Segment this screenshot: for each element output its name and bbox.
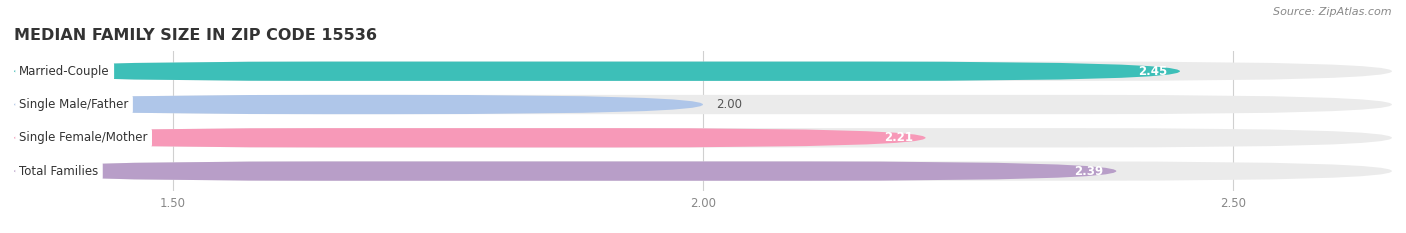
FancyBboxPatch shape <box>14 161 1116 181</box>
Text: 2.21: 2.21 <box>884 131 912 144</box>
Text: Single Male/Father: Single Male/Father <box>20 98 129 111</box>
FancyBboxPatch shape <box>14 95 703 114</box>
FancyBboxPatch shape <box>14 128 925 147</box>
Text: 2.39: 2.39 <box>1074 164 1104 178</box>
FancyBboxPatch shape <box>14 161 1392 181</box>
Text: 2.45: 2.45 <box>1137 65 1167 78</box>
Text: Total Families: Total Families <box>20 164 98 178</box>
FancyBboxPatch shape <box>14 62 1392 81</box>
Text: MEDIAN FAMILY SIZE IN ZIP CODE 15536: MEDIAN FAMILY SIZE IN ZIP CODE 15536 <box>14 28 377 43</box>
Text: Married-Couple: Married-Couple <box>20 65 110 78</box>
Text: Source: ZipAtlas.com: Source: ZipAtlas.com <box>1274 7 1392 17</box>
Text: 2.00: 2.00 <box>716 98 742 111</box>
FancyBboxPatch shape <box>14 62 1180 81</box>
Text: Single Female/Mother: Single Female/Mother <box>20 131 148 144</box>
FancyBboxPatch shape <box>14 128 1392 147</box>
FancyBboxPatch shape <box>14 95 1392 114</box>
